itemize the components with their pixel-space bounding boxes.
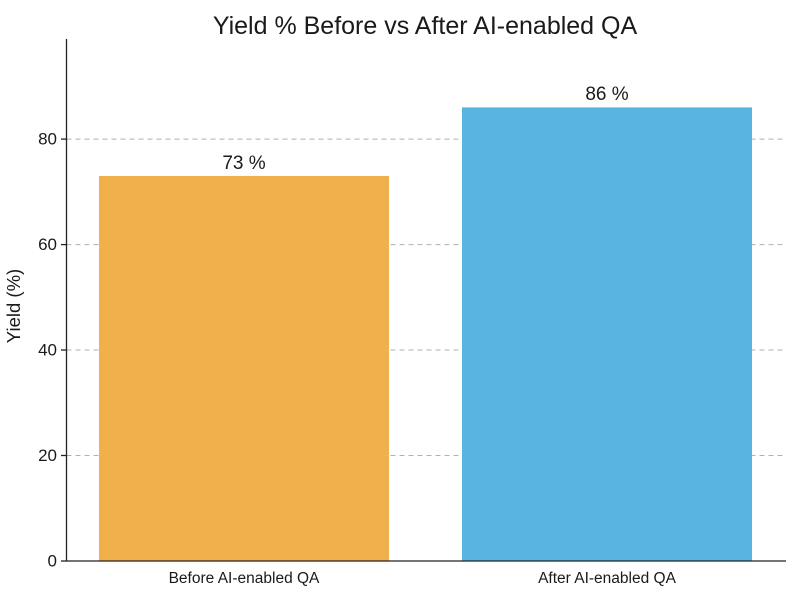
svg-text:Yield % Before vs After AI-ena: Yield % Before vs After AI-enabled QA: [213, 12, 638, 40]
svg-text:73 %: 73 %: [222, 153, 265, 174]
svg-text:40: 40: [38, 341, 57, 360]
svg-text:60: 60: [38, 235, 57, 254]
svg-text:Before AI-enabled QA: Before AI-enabled QA: [169, 570, 320, 587]
svg-text:0: 0: [48, 552, 57, 571]
svg-text:After AI-enabled QA: After AI-enabled QA: [538, 570, 677, 587]
svg-text:86 %: 86 %: [585, 84, 628, 105]
svg-text:Yield (%): Yield (%): [3, 269, 24, 343]
svg-text:80: 80: [38, 130, 57, 149]
svg-text:20: 20: [38, 446, 57, 465]
